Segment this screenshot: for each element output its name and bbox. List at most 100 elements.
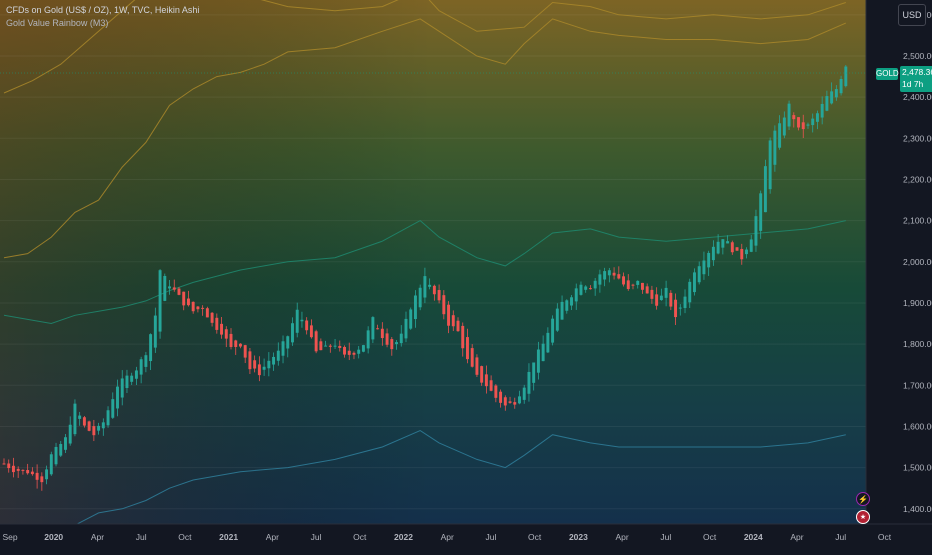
candle-body: [707, 252, 711, 268]
candle-body: [418, 287, 422, 308]
candle-body: [399, 333, 403, 344]
time-axis-panel[interactable]: [0, 524, 932, 550]
candle-body: [541, 343, 545, 362]
candle-body: [659, 295, 663, 301]
band-line-0: [3, 0, 846, 94]
candle-body: [59, 444, 63, 456]
price-tick-label: 1,900.00: [903, 298, 932, 308]
candle-body: [456, 320, 460, 332]
candle-body: [655, 294, 659, 306]
candle-body: [111, 399, 115, 418]
candle-body: [447, 304, 451, 326]
band-line-2: [3, 219, 846, 325]
candle-body: [253, 360, 257, 369]
candle-body: [409, 309, 413, 329]
candle-body: [248, 351, 252, 370]
time-tick-label: Apr: [790, 532, 803, 542]
candle-body: [825, 96, 829, 111]
chart-legend[interactable]: CFDs on Gold (US$ / OZ), 1W, TVC, Heikin…: [6, 4, 199, 30]
candle-body: [2, 463, 6, 465]
time-tick-label: Jul: [136, 532, 147, 542]
time-tick-label: Apr: [266, 532, 279, 542]
candle-body: [229, 333, 233, 347]
candle-body: [125, 375, 129, 389]
time-tick-label: Jul: [311, 532, 322, 542]
candle-body: [711, 246, 715, 261]
candle-body: [404, 318, 408, 339]
candle-body: [267, 360, 271, 369]
symbol-tag: GOLD: [876, 68, 899, 80]
candle-body: [286, 336, 290, 349]
time-tick-label: Oct: [878, 532, 892, 542]
time-tick-label: Apr: [616, 532, 629, 542]
candle-body: [234, 340, 238, 347]
candle-body: [513, 402, 517, 405]
candle-body: [371, 317, 375, 340]
candle-body: [489, 380, 493, 391]
candle-body: [442, 295, 446, 315]
candle-body: [579, 284, 583, 295]
candle-body: [749, 239, 753, 252]
candle-body: [626, 280, 630, 289]
candle-body: [688, 281, 692, 303]
candle-body: [21, 469, 25, 471]
candle-body: [380, 328, 384, 339]
candle-body: [390, 339, 394, 350]
candle-body: [617, 274, 621, 279]
candle-body: [735, 247, 739, 251]
candle-body: [669, 292, 673, 307]
candle-body: [792, 115, 796, 120]
time-tick-label: Apr: [91, 532, 104, 542]
candle-body: [196, 306, 200, 310]
candle-body: [470, 348, 474, 367]
candle-body: [693, 272, 696, 293]
candle-body: [168, 286, 171, 289]
candle-body: [522, 387, 526, 400]
candle-body: [555, 308, 559, 331]
candle-body: [674, 299, 678, 318]
candle-body: [631, 284, 635, 286]
candle-body: [191, 301, 195, 312]
time-tick-label: 2023: [569, 532, 588, 542]
us-flag-icon[interactable]: ★: [856, 510, 870, 524]
candle-body: [484, 374, 488, 387]
candle-body: [636, 280, 640, 285]
candle-body: [480, 366, 484, 383]
candle-body: [773, 130, 777, 165]
candle-body: [30, 471, 34, 475]
candle-body: [584, 286, 588, 290]
candle-body: [754, 216, 758, 246]
candle-body: [78, 415, 82, 419]
candle-body: [546, 332, 550, 353]
currency-button[interactable]: USD: [898, 4, 926, 26]
price-tick-label: 1,500.00: [903, 463, 932, 473]
candle-body: [305, 320, 309, 331]
candle-body: [87, 421, 91, 431]
candle-body: [54, 446, 58, 465]
candle-body: [759, 193, 763, 231]
candle-body: [451, 315, 455, 327]
lightning-icon[interactable]: ⚡: [856, 492, 870, 506]
candle-body: [272, 356, 276, 365]
candle-body: [106, 410, 110, 426]
candles: [2, 65, 848, 491]
candle-body: [82, 417, 86, 426]
indicator-title[interactable]: Gold Value Rainbow (M3): [6, 18, 109, 28]
candle-body: [92, 426, 96, 436]
candle-body: [97, 425, 101, 431]
candle-body: [64, 437, 67, 450]
symbol-title[interactable]: CFDs on Gold (US$ / OZ), 1W, TVC, Heikin…: [6, 5, 200, 15]
candle-body: [503, 397, 507, 406]
price-tick-label: 2,200.00: [903, 174, 932, 184]
candle-body: [527, 371, 531, 394]
price-tick-label: 2,000.00: [903, 257, 932, 267]
candle-body: [423, 276, 427, 298]
candle-body: [35, 472, 39, 480]
price-value-tag: 2,478.36 1d 7h: [900, 66, 932, 92]
candle-body: [314, 331, 318, 352]
candle-body: [428, 284, 432, 287]
candle-body: [664, 287, 668, 298]
candle-body: [319, 341, 323, 351]
